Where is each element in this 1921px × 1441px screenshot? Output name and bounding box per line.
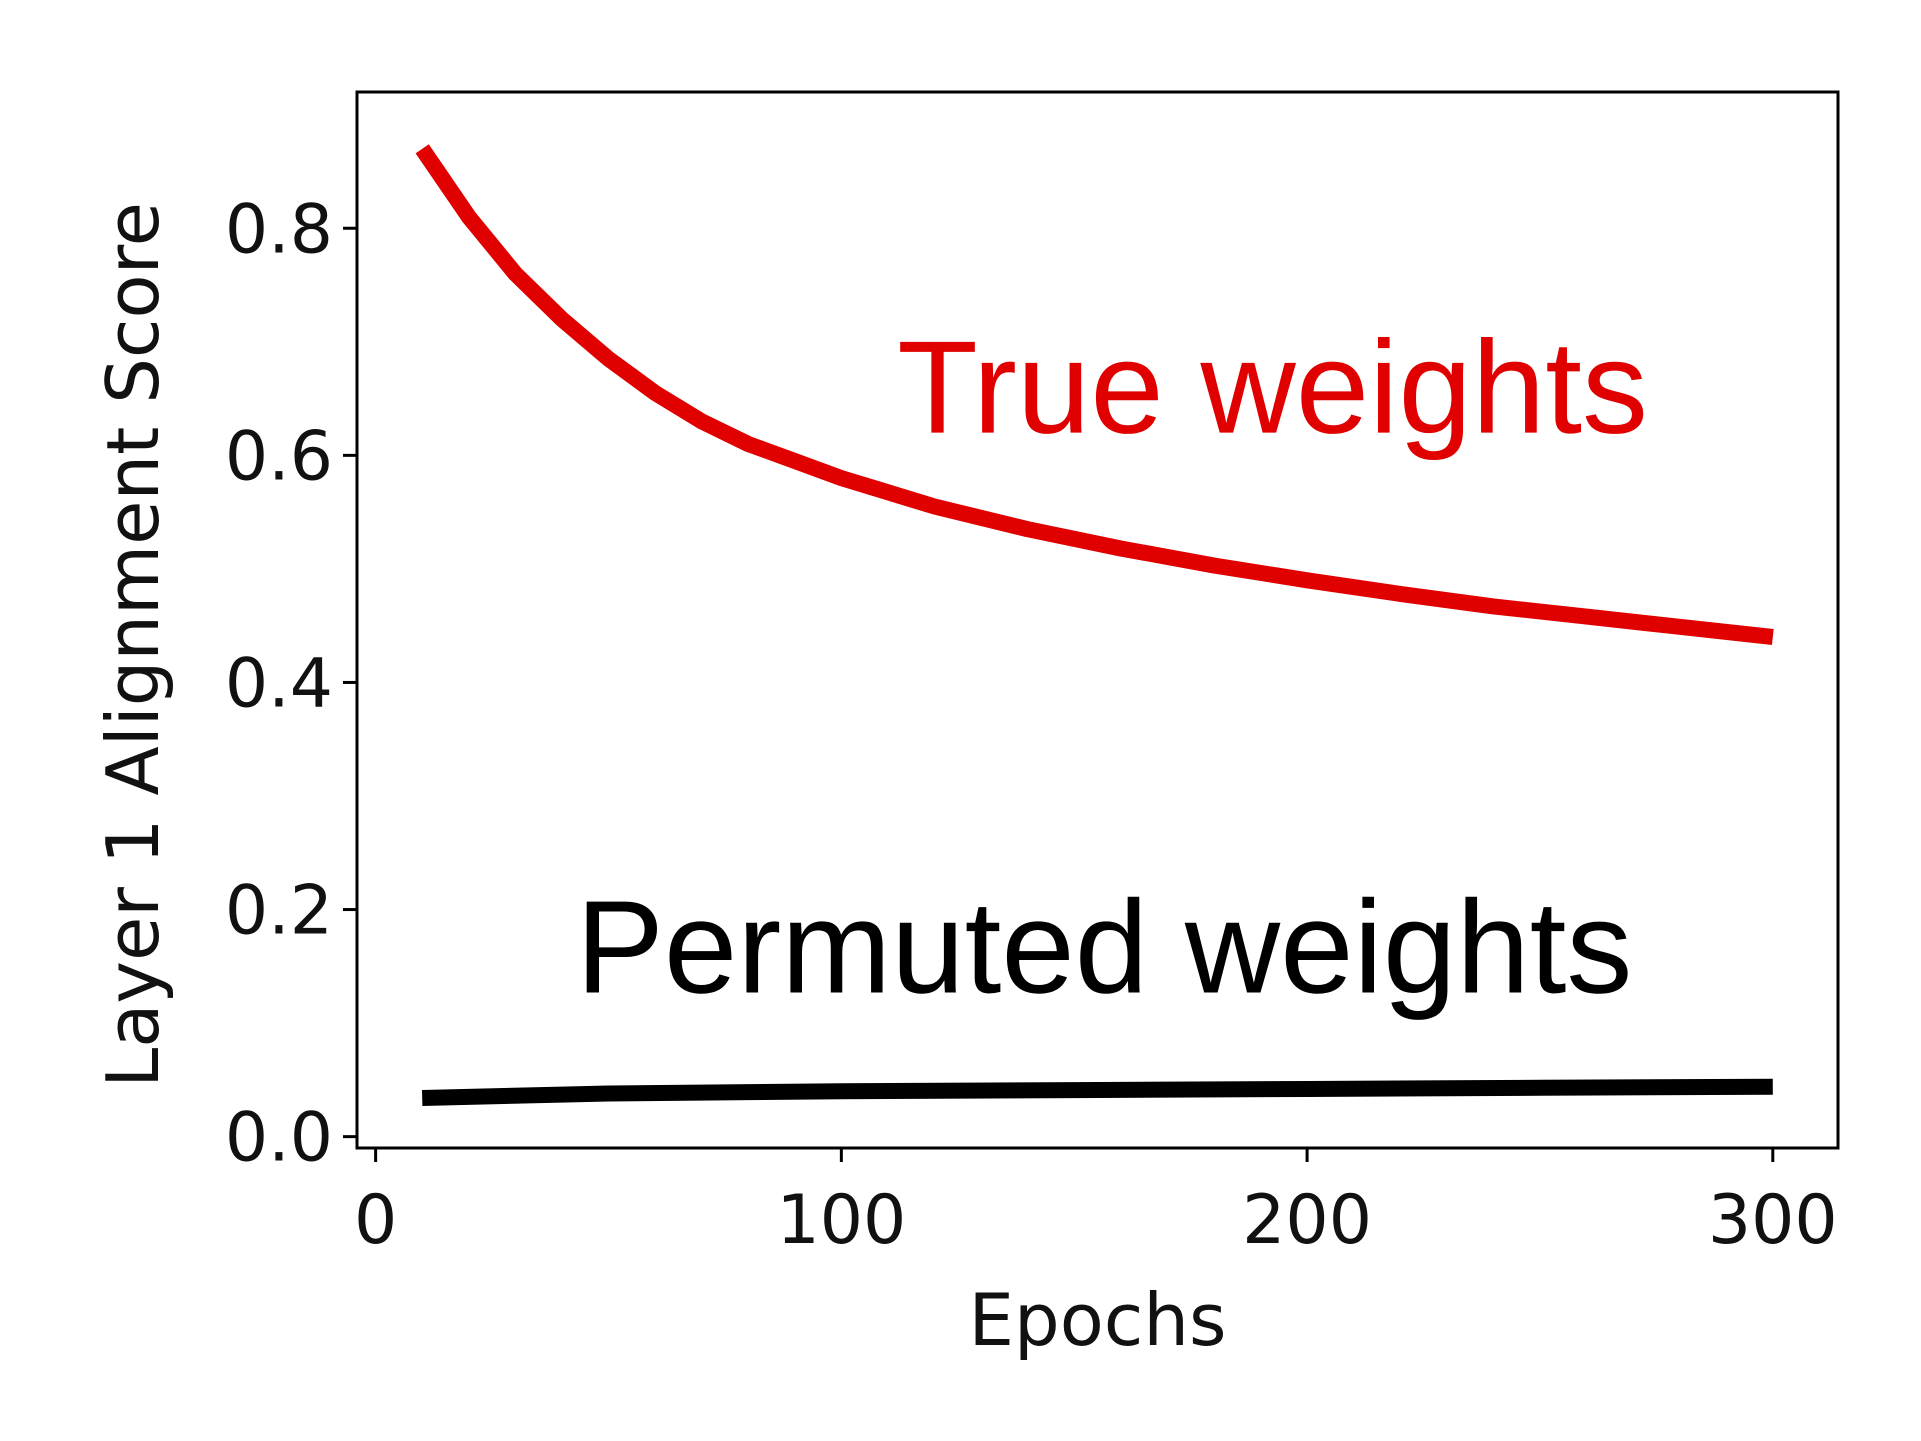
series-layer bbox=[415, 144, 1774, 1106]
y-tick-label: 0.0 bbox=[225, 1099, 333, 1178]
x-tick-label: 300 bbox=[1708, 1181, 1838, 1260]
y-tick-label: 0.2 bbox=[225, 872, 333, 951]
annotation-2: Permuted weights bbox=[576, 873, 1633, 1020]
y-axis-label: Layer 1 Alignment Score bbox=[91, 202, 175, 1088]
x-tick-label: 200 bbox=[1242, 1181, 1372, 1260]
y-tick-label: 0.8 bbox=[225, 190, 333, 269]
y-axis: 0.0 0.2 0.4 0.6 0.8 bbox=[225, 190, 357, 1178]
x-axis: 0 100 200 300 bbox=[354, 1148, 1838, 1260]
x-tick-label: 0 bbox=[354, 1181, 397, 1260]
y-tick-label: 0.4 bbox=[225, 644, 333, 723]
plot-frame bbox=[355, 90, 1840, 1150]
series-line-2 bbox=[422, 1078, 1773, 1106]
annotation-layer: True weights Permuted weights bbox=[576, 314, 1648, 1021]
x-tick-label: 100 bbox=[776, 1181, 906, 1260]
annotation-1: True weights bbox=[897, 314, 1648, 461]
x-axis-label: Epochs bbox=[969, 1278, 1227, 1362]
series-line-1 bbox=[415, 144, 1774, 645]
y-tick-label: 0.6 bbox=[225, 417, 333, 496]
